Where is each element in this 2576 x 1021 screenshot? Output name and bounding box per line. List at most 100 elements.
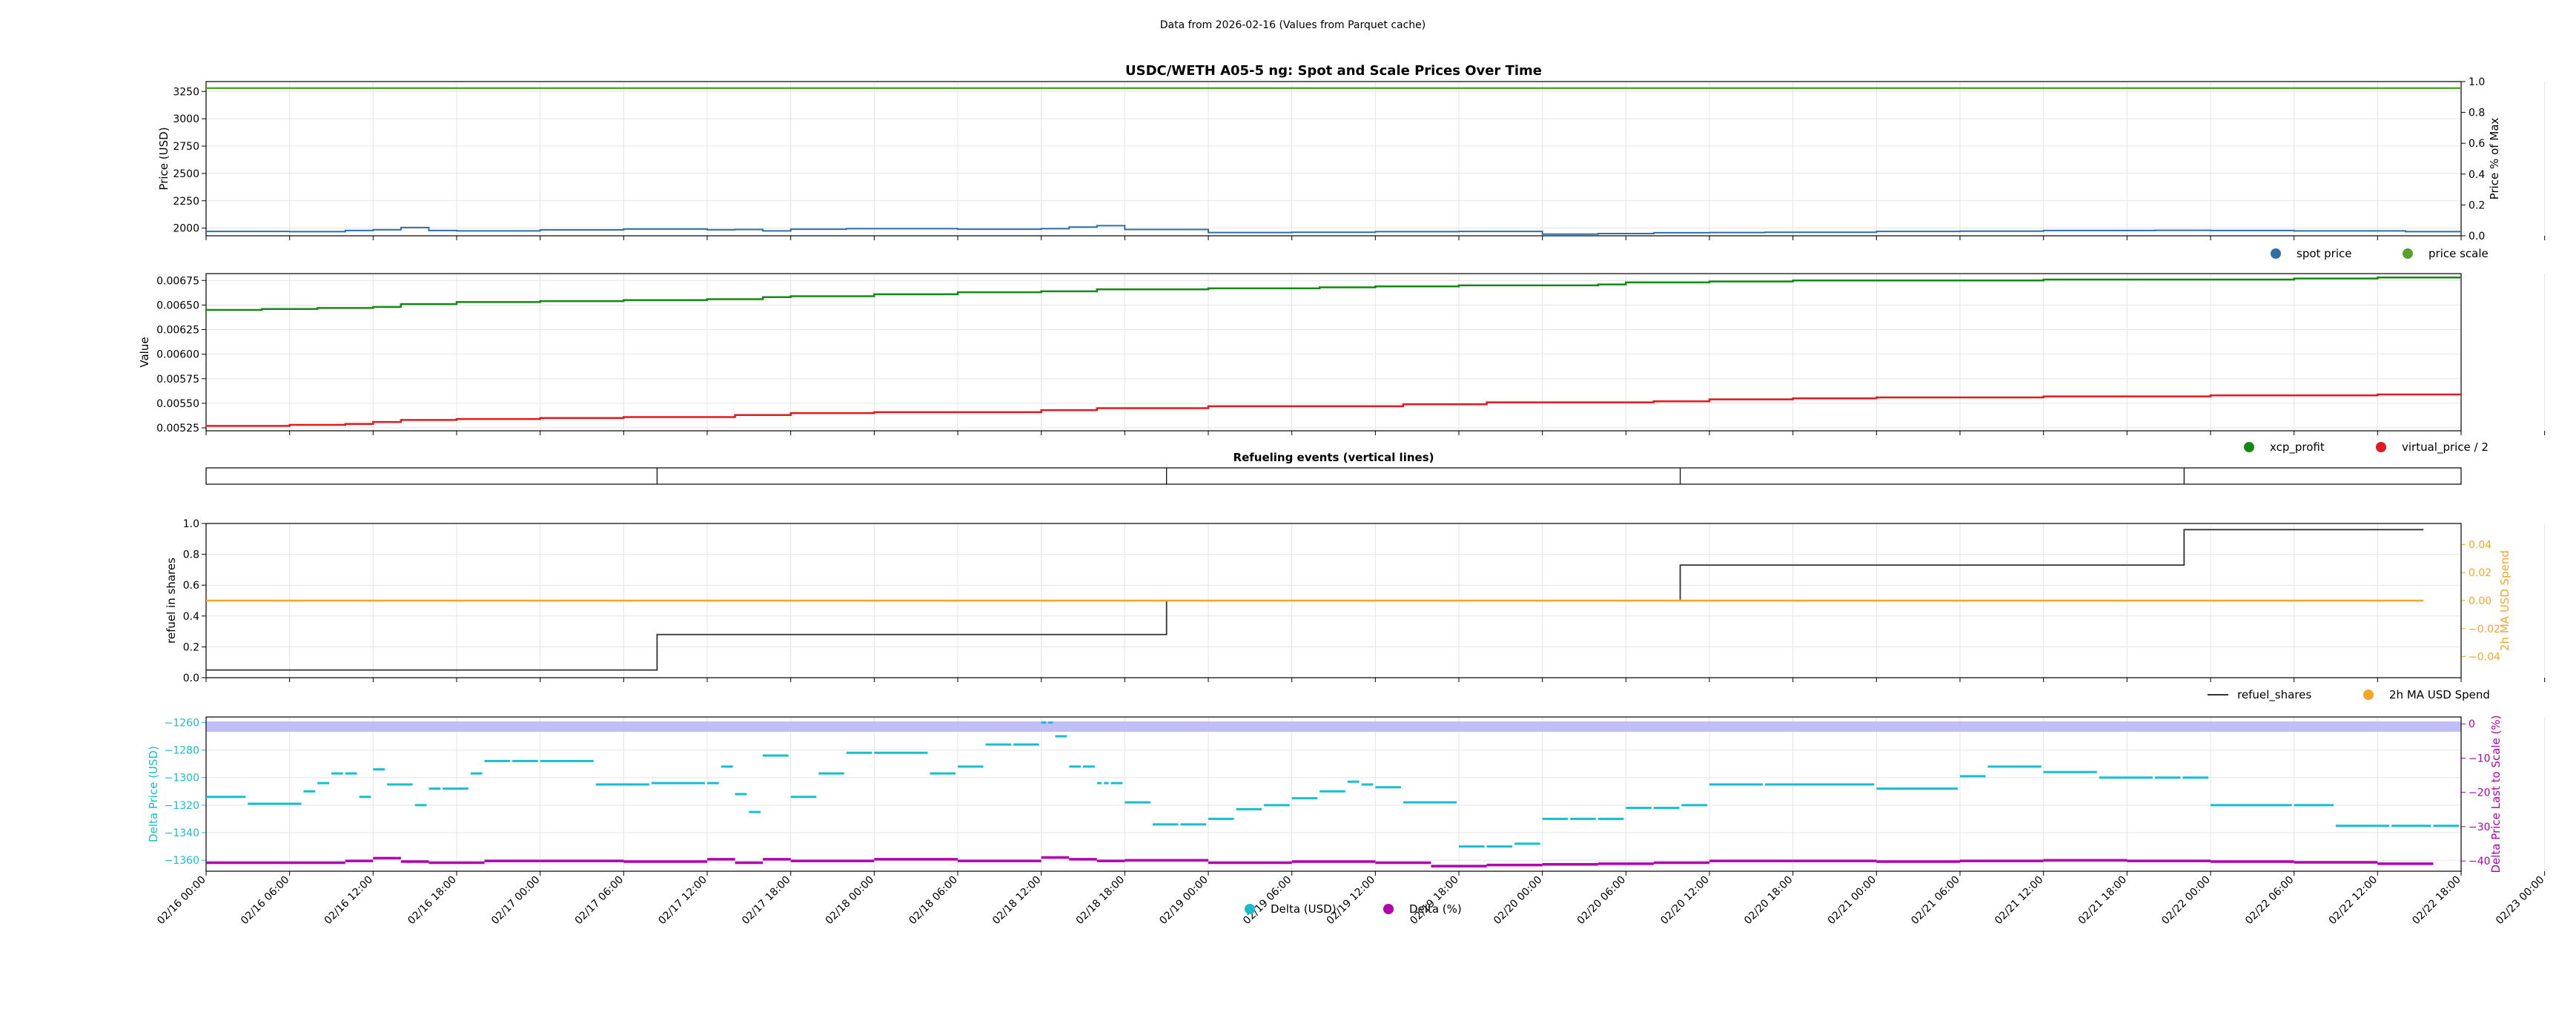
series-xcp-profit-line — [206, 277, 2461, 311]
y2-tick-label: −0.02 — [2469, 624, 2500, 635]
x-tick-label: 02/20 18:00 — [1742, 874, 1795, 928]
y-tick-label: −1320 — [165, 800, 199, 812]
y-tick-label: −1280 — [165, 745, 199, 757]
x-tick-label: 02/18 18:00 — [1074, 874, 1128, 928]
panel-events-title: Refueling events (vertical lines) — [1234, 451, 1434, 464]
x-tick-label: 02/20 00:00 — [1491, 874, 1545, 928]
y-tick-label: −1360 — [165, 855, 199, 867]
highlight-band — [206, 721, 2461, 732]
y2-tick-label: 0.04 — [2469, 539, 2491, 551]
y-tick-label: 0.00550 — [156, 398, 199, 410]
y-tick-label: −1300 — [165, 773, 199, 784]
y2-tick-label: −20 — [2469, 787, 2491, 799]
x-tick-label: 02/16 00:00 — [155, 874, 208, 928]
delta-right-ylabel: Delta Price Last to Scale (%) — [2489, 715, 2503, 873]
y2-tick-label: 0.02 — [2469, 567, 2491, 579]
legend-label: Delta (%) — [1409, 902, 1462, 916]
y2-tick-label: −40 — [2469, 856, 2491, 868]
y-tick-label: 0.00675 — [156, 275, 199, 287]
x-tick-label: 02/19 00:00 — [1157, 874, 1211, 928]
legend-label: spot price — [2297, 247, 2352, 260]
refuel-right-ylabel: 2h MA USD Spend — [2498, 550, 2512, 651]
x-tick-label: 02/17 06:00 — [573, 874, 626, 928]
x-tick-label: 02/22 06:00 — [2243, 874, 2297, 928]
x-tick-label: 02/21 18:00 — [2076, 874, 2130, 928]
y-tick-label: 0.00650 — [156, 300, 199, 311]
x-tick-label: 02/22 12:00 — [2327, 874, 2380, 928]
series-spot-price-line — [206, 225, 2462, 235]
legend-label: refuel_shares — [2237, 688, 2311, 702]
x-tick-label: 02/22 18:00 — [2410, 874, 2463, 928]
profit-ylabel: Value — [138, 337, 151, 367]
x-tick-label: 02/19 18:00 — [1408, 874, 1461, 928]
y-tick-label: 0.0 — [183, 673, 199, 684]
y2-tick-label: −0.04 — [2469, 652, 2500, 664]
x-tick-label: 02/21 12:00 — [1993, 874, 2046, 928]
panel-prices-title: USDC/WETH A05-5 ng: Spot and Scale Price… — [1125, 63, 1542, 79]
y-tick-label: 3000 — [173, 113, 199, 125]
x-tick-label: 02/16 12:00 — [322, 874, 376, 928]
y-tick-label: 0.00575 — [156, 374, 199, 386]
y-tick-label: 2250 — [173, 196, 199, 208]
x-tick-label: 02/18 00:00 — [824, 874, 877, 928]
y2-tick-label: 0.00 — [2469, 595, 2491, 607]
y-tick-label: −1340 — [165, 827, 199, 839]
y-tick-label: 0.4 — [183, 611, 199, 623]
legend-dot-marker — [2363, 690, 2374, 700]
y2-tick-label: 0.0 — [2469, 231, 2485, 242]
legend-label: price scale — [2428, 247, 2489, 260]
panel-events-frame — [205, 467, 2462, 485]
y2-tick-label: 0.2 — [2469, 199, 2485, 211]
y-tick-label: −1260 — [165, 717, 199, 729]
legend-label: 2h MA USD Spend — [2389, 688, 2490, 701]
y-tick-label: 0.8 — [183, 549, 199, 561]
x-tick-label: 02/19 12:00 — [1325, 874, 1378, 928]
x-tick-label: 02/20 12:00 — [1658, 874, 1712, 928]
x-tick-label: 02/17 12:00 — [656, 874, 709, 928]
legend-dot-marker — [2244, 442, 2254, 452]
x-tick-label: 02/23 00:00 — [2494, 874, 2547, 928]
y2-tick-label: 0.4 — [2469, 169, 2485, 181]
y-tick-label: 2750 — [173, 141, 199, 153]
legend-label: Delta (USD) — [1271, 902, 1337, 916]
x-tick-label: 02/21 06:00 — [1909, 874, 1962, 928]
y2-tick-label: 0.8 — [2469, 108, 2485, 119]
x-tick-label: 02/18 06:00 — [907, 874, 960, 928]
y2-tick-label: 0 — [2469, 718, 2475, 730]
x-tick-label: 02/21 00:00 — [1826, 874, 1879, 928]
y-tick-label: 0.00525 — [156, 423, 199, 434]
legend-dot-marker — [2271, 248, 2281, 259]
x-tick-label: 02/17 00:00 — [489, 874, 543, 928]
y-tick-label: 0.00625 — [156, 325, 199, 337]
y-tick-label: 0.00600 — [156, 349, 199, 361]
panel-prices-frame — [205, 81, 2462, 237]
y-tick-label: 2000 — [173, 223, 199, 235]
x-tick-label: 02/16 18:00 — [405, 874, 459, 928]
prices-right-ylabel: Price % of Max — [2488, 118, 2501, 200]
y-tick-label: 2500 — [173, 168, 199, 180]
y-tick-label: 1.0 — [183, 518, 199, 530]
x-tick-label: 02/17 18:00 — [740, 874, 793, 928]
y2-tick-label: 1.0 — [2469, 76, 2485, 88]
y2-tick-label: −30 — [2469, 822, 2491, 833]
figure-suptitle: Data from 2026-02-16 (Values from Parque… — [1160, 19, 1426, 31]
panel-delta-frame — [205, 716, 2462, 872]
prices-ylabel: Price (USD) — [157, 127, 170, 190]
y-tick-label: 0.2 — [183, 641, 199, 653]
legend-dot-marker — [1383, 904, 1394, 914]
legend-label: xcp_profit — [2270, 440, 2325, 455]
x-tick-label: 02/16 06:00 — [239, 874, 292, 928]
legend-dot-marker — [2376, 442, 2386, 452]
legend-dot-marker — [1245, 904, 1255, 914]
y-tick-label: 0.6 — [183, 580, 199, 592]
x-tick-label: 02/19 06:00 — [1241, 874, 1294, 928]
legend-label: virtual_price / 2 — [2402, 440, 2489, 455]
x-tick-label: 02/22 00:00 — [2159, 874, 2213, 928]
x-tick-label: 02/18 12:00 — [990, 874, 1044, 928]
y2-tick-label: −10 — [2469, 753, 2491, 764]
y2-tick-label: 0.6 — [2469, 138, 2485, 150]
series-virtual-price-line — [206, 393, 2461, 427]
panel-profit-frame — [205, 273, 2462, 432]
refuel-ylabel: refuel in shares — [165, 558, 178, 644]
